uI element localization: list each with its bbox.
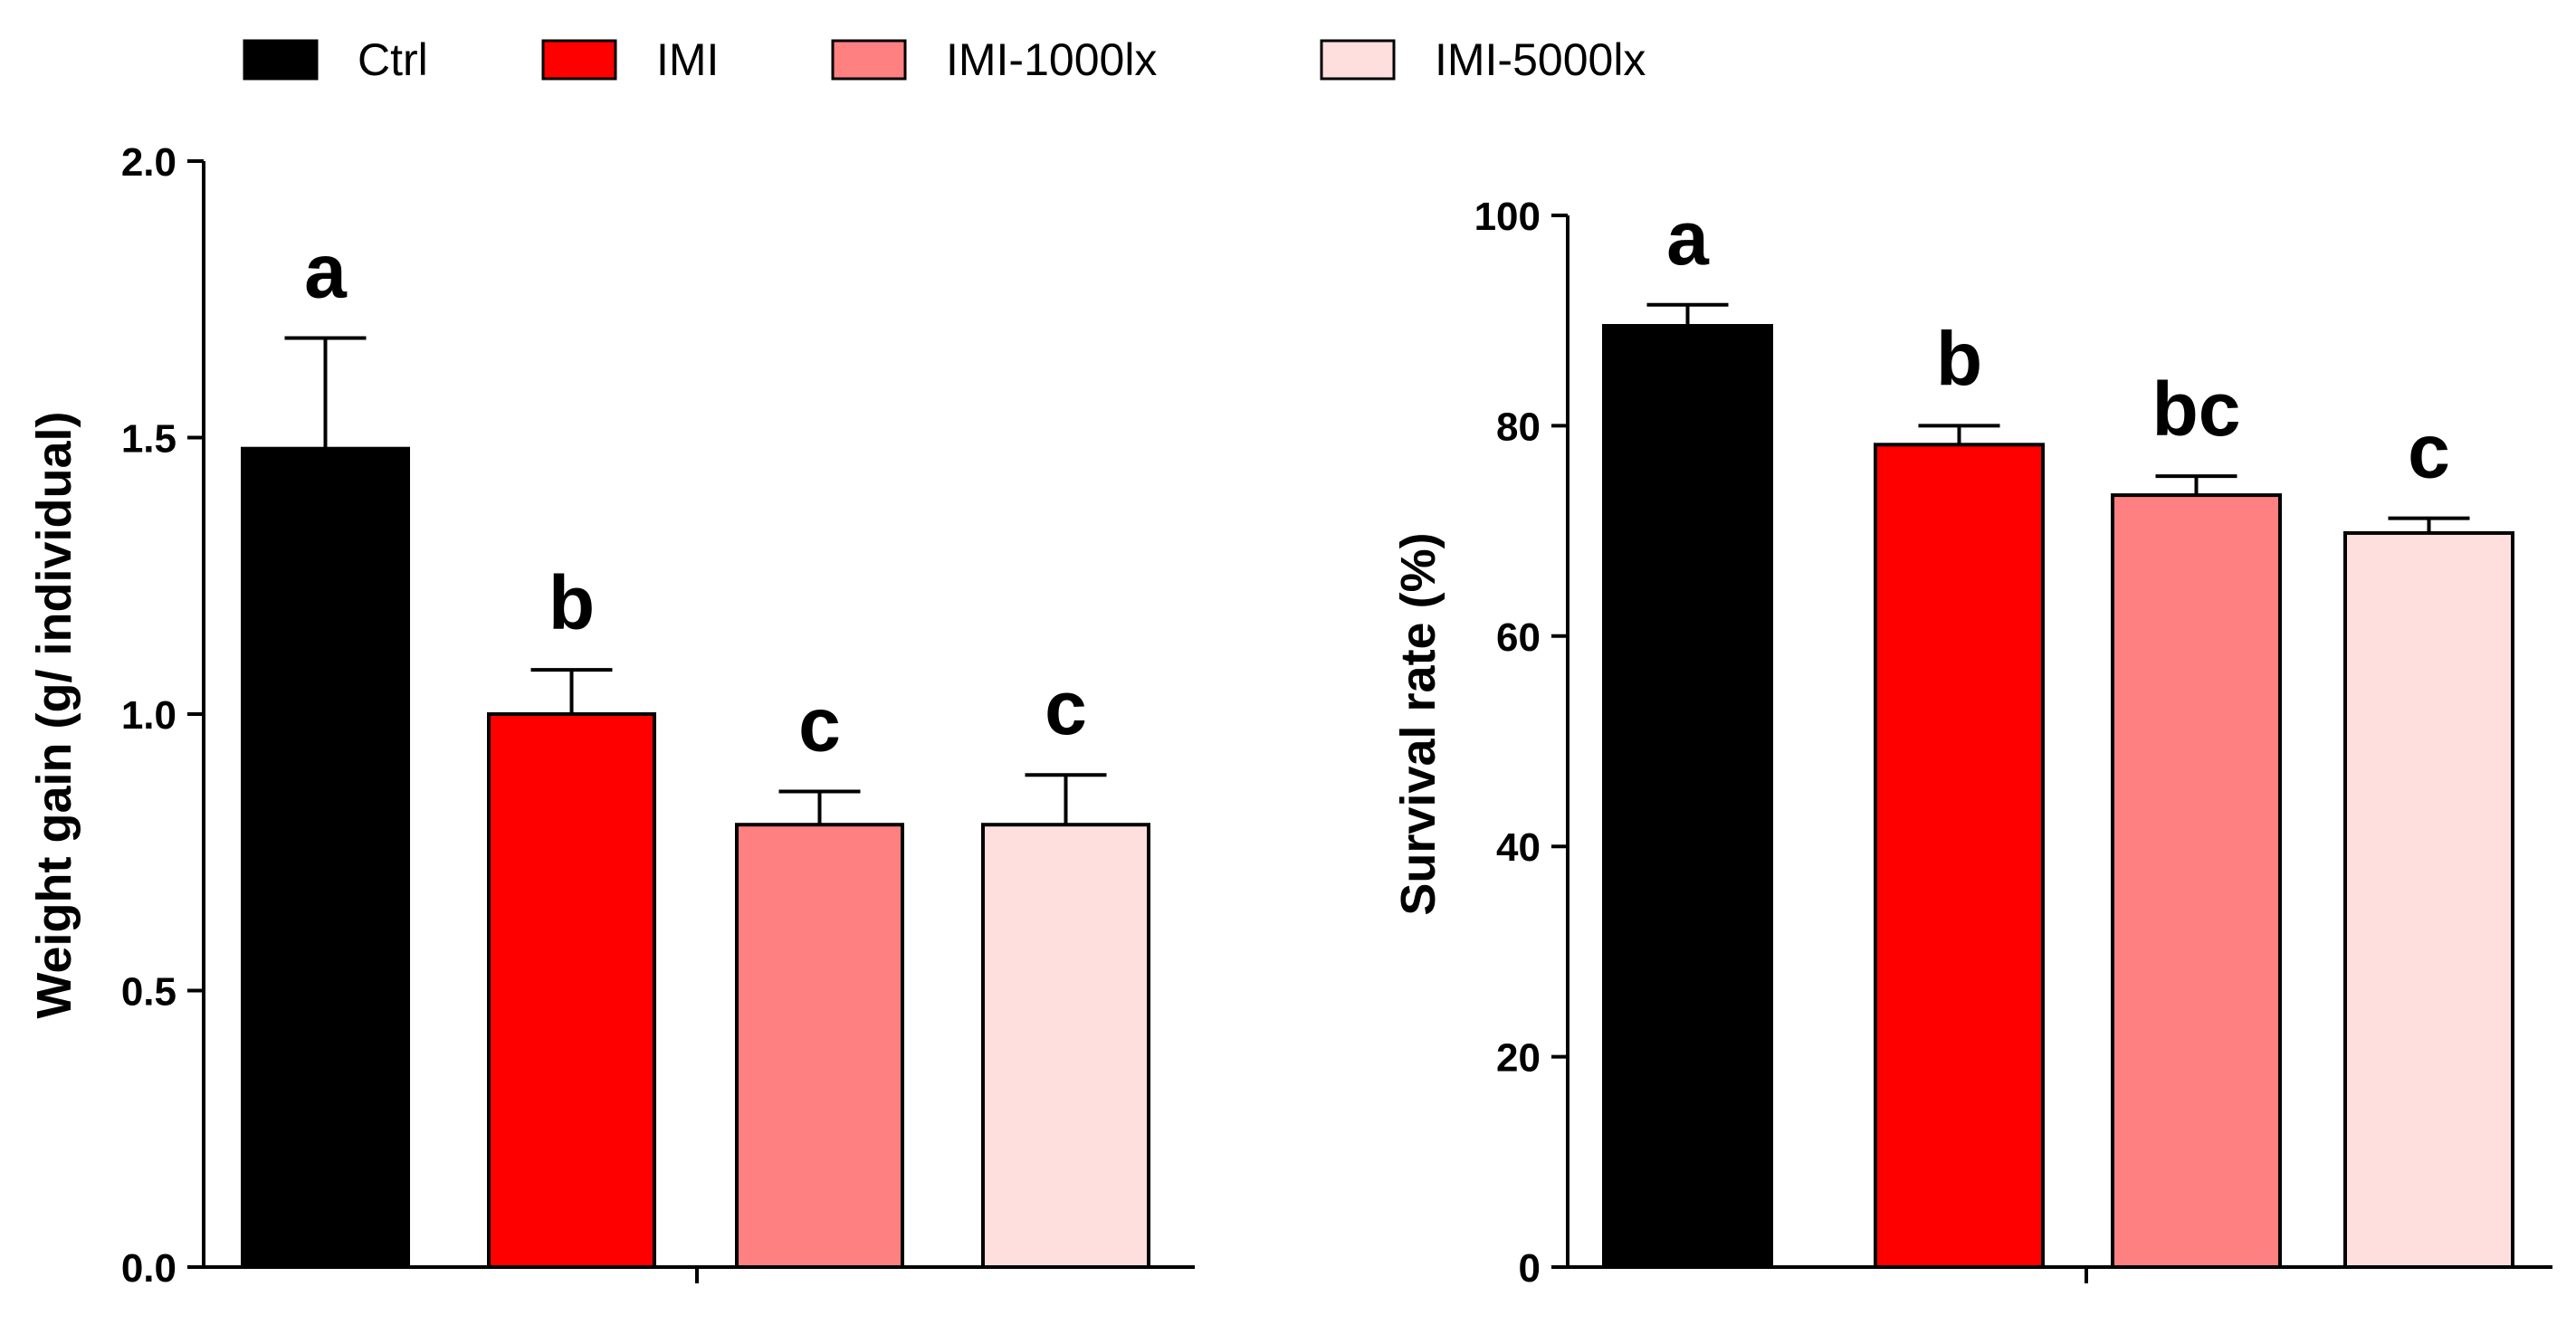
significance-label-1: b [1936,316,1982,401]
legend-swatch-0 [243,39,319,81]
bar-3 [981,823,1150,1269]
y-axis-title: Survival rate (%) [1391,532,1445,915]
legend-label-1: IMI [656,34,719,85]
legend-label-3: IMI-5000lx [1435,34,1646,85]
bar-1 [1874,443,2045,1270]
y-tick-label-2: 40 [1496,825,1541,870]
y-tick-label-4: 2.0 [121,140,177,185]
y-tick-label-3: 60 [1496,615,1541,660]
legend-swatch-3 [1320,39,1396,81]
y-tick-label-3: 1.5 [121,417,177,462]
legend-swatch-2 [831,39,907,81]
bar-3 [2343,530,2514,1269]
y-tick-label-1: 0.5 [121,970,177,1015]
significance-label-3: c [2408,409,2450,494]
significance-label-0: a [304,229,348,314]
survival-rate-chart: a b bc c 0 20 40 60 80 100 Survival rate (%) [1391,195,2552,1291]
legend: Ctrl IMI IMI-1000lx IMI-5000lx [243,34,1646,85]
weight-gain-chart: a b c c 0.0 0.5 1.0 1.5 2.0 Weight gain (g/ indiv… [27,140,1195,1291]
y-tick-label-2: 1.0 [121,693,177,738]
y-tick-label-4: 80 [1496,405,1541,449]
y-tick-label-1: 20 [1496,1036,1541,1081]
bar-2 [2111,493,2282,1269]
significance-label-0: a [1666,195,1710,281]
y-tick-label-0: 0 [1519,1246,1541,1291]
y-tick-label-5: 100 [1474,195,1541,239]
significance-label-1: b [549,560,595,645]
significance-label-3: c [1045,665,1087,750]
legend-label-2: IMI-1000lx [946,34,1157,85]
bar-1 [487,712,656,1269]
significance-label-2: bc [2151,367,2240,452]
bar-0 [1602,324,1773,1269]
significance-label-2: c [798,682,841,767]
bar-0 [241,446,410,1270]
y-axis-title: Weight gain (g/ individual) [27,412,81,1019]
legend-label-0: Ctrl [358,34,428,85]
bar-2 [735,823,904,1269]
legend-swatch-1 [541,39,617,81]
y-tick-label-0: 0.0 [121,1246,177,1291]
